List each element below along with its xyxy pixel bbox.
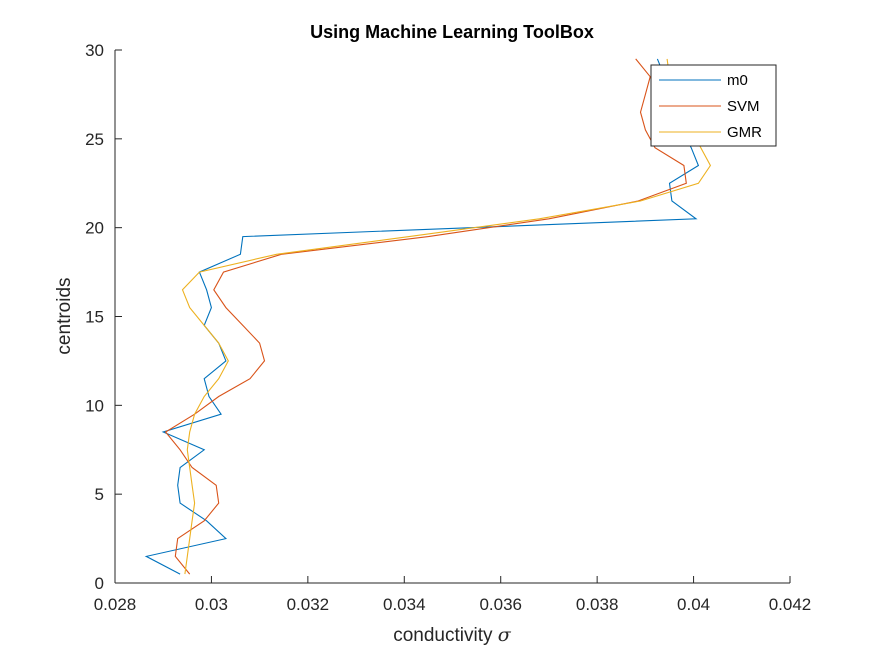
y-tick-label: 5 (95, 485, 104, 504)
chart-title: Using Machine Learning ToolBox (310, 22, 594, 42)
y-tick-label: 15 (85, 308, 104, 327)
x-axis-title-symbol: σ (498, 624, 512, 646)
x-tick-label: 0.03 (195, 595, 228, 614)
x-tick-label: 0.028 (94, 595, 137, 614)
x-tick-label: 0.032 (287, 595, 330, 614)
y-tick-label: 0 (95, 574, 104, 593)
y-tick-label: 10 (85, 396, 104, 415)
y-tick-label: 20 (85, 219, 104, 238)
ticks: 0.028 0.03 0.032 0.034 0.036 0.038 0.04 0.042 0 5… (85, 41, 811, 614)
x-tick-label: 0.038 (576, 595, 619, 614)
y-tick-label: 30 (85, 41, 104, 60)
x-axis-title-text: conductivity (393, 625, 493, 646)
x-tick-label: 0.04 (677, 595, 710, 614)
x-tick-label: 0.042 (769, 595, 812, 614)
y-axis-title: centroids (54, 277, 75, 354)
x-axis-title: conductivity σ (393, 624, 512, 646)
y-tick-label: 25 (85, 130, 104, 149)
legend: m0 SVM GMR (650, 64, 777, 147)
x-tick-label: 0.034 (383, 595, 426, 614)
legend-label-svm: SVM (727, 98, 760, 115)
x-tick-label: 0.036 (479, 595, 522, 614)
legend-label-gmr: GMR (727, 124, 762, 141)
legend-label-m0: m0 (727, 72, 748, 89)
